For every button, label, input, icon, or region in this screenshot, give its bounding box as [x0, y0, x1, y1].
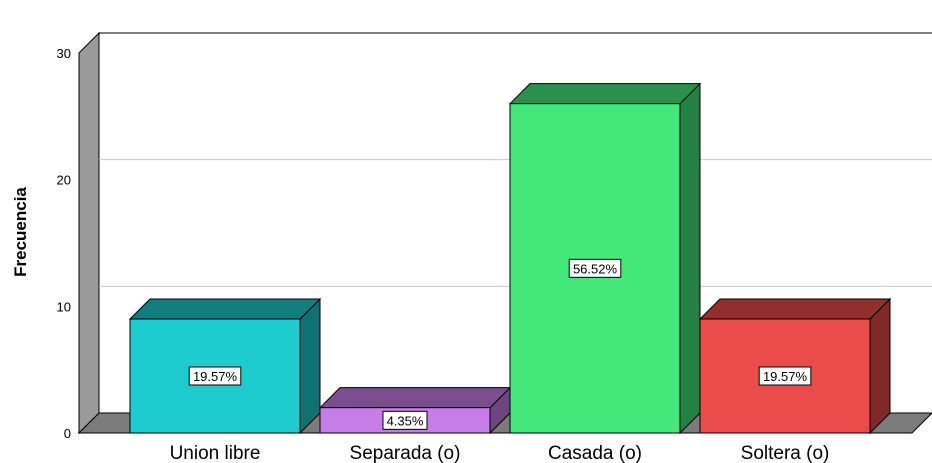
data-label-text: 4.35% — [387, 413, 424, 428]
x-tick-label: Union libre — [170, 443, 261, 463]
x-tick-label: Casada (o) — [548, 443, 642, 463]
y-tick-label: 20 — [57, 173, 71, 188]
bar-side — [679, 82, 701, 435]
data-label-box — [758, 366, 812, 386]
left-wall — [78, 31, 100, 435]
bar: 4.35% — [318, 386, 512, 435]
data-label-box — [568, 258, 622, 278]
bar-top — [698, 298, 892, 320]
x-tick-label: Separada (o) — [350, 443, 461, 463]
category-labels: Union libre Separada (o) Casada (o) Soltera… — [170, 443, 830, 463]
x-tick-label: Soltera (o) — [741, 443, 830, 463]
y-tick-label: 0 — [64, 426, 71, 441]
data-label-text: 19.57% — [193, 369, 238, 384]
bar-top — [318, 387, 512, 409]
bar-top — [128, 298, 322, 320]
data-label: 56.52% — [568, 258, 622, 278]
bar: 19.57% — [128, 297, 322, 435]
data-label: 4.35% — [382, 410, 428, 430]
bar-top — [508, 83, 702, 105]
data-label-box — [382, 410, 428, 430]
data-label: 19.57% — [758, 366, 812, 386]
y-axis-label: Frecuencia — [11, 187, 30, 277]
y-tick-labels: 0 10 20 30 — [57, 46, 71, 441]
bar: 56.52% — [508, 82, 702, 435]
y-tick-label: 10 — [57, 299, 71, 314]
data-label-text: 19.57% — [763, 369, 808, 384]
bars: 19.57% 4.35% 56.52% 19.57% — [128, 82, 892, 435]
data-label-box — [188, 366, 242, 386]
y-tick-label: 30 — [57, 46, 71, 61]
bar-side — [869, 297, 891, 435]
data-label-text: 56.52% — [573, 261, 618, 276]
data-label: 19.57% — [188, 366, 242, 386]
bar: 19.57% — [698, 297, 892, 435]
bar-side — [299, 297, 321, 435]
